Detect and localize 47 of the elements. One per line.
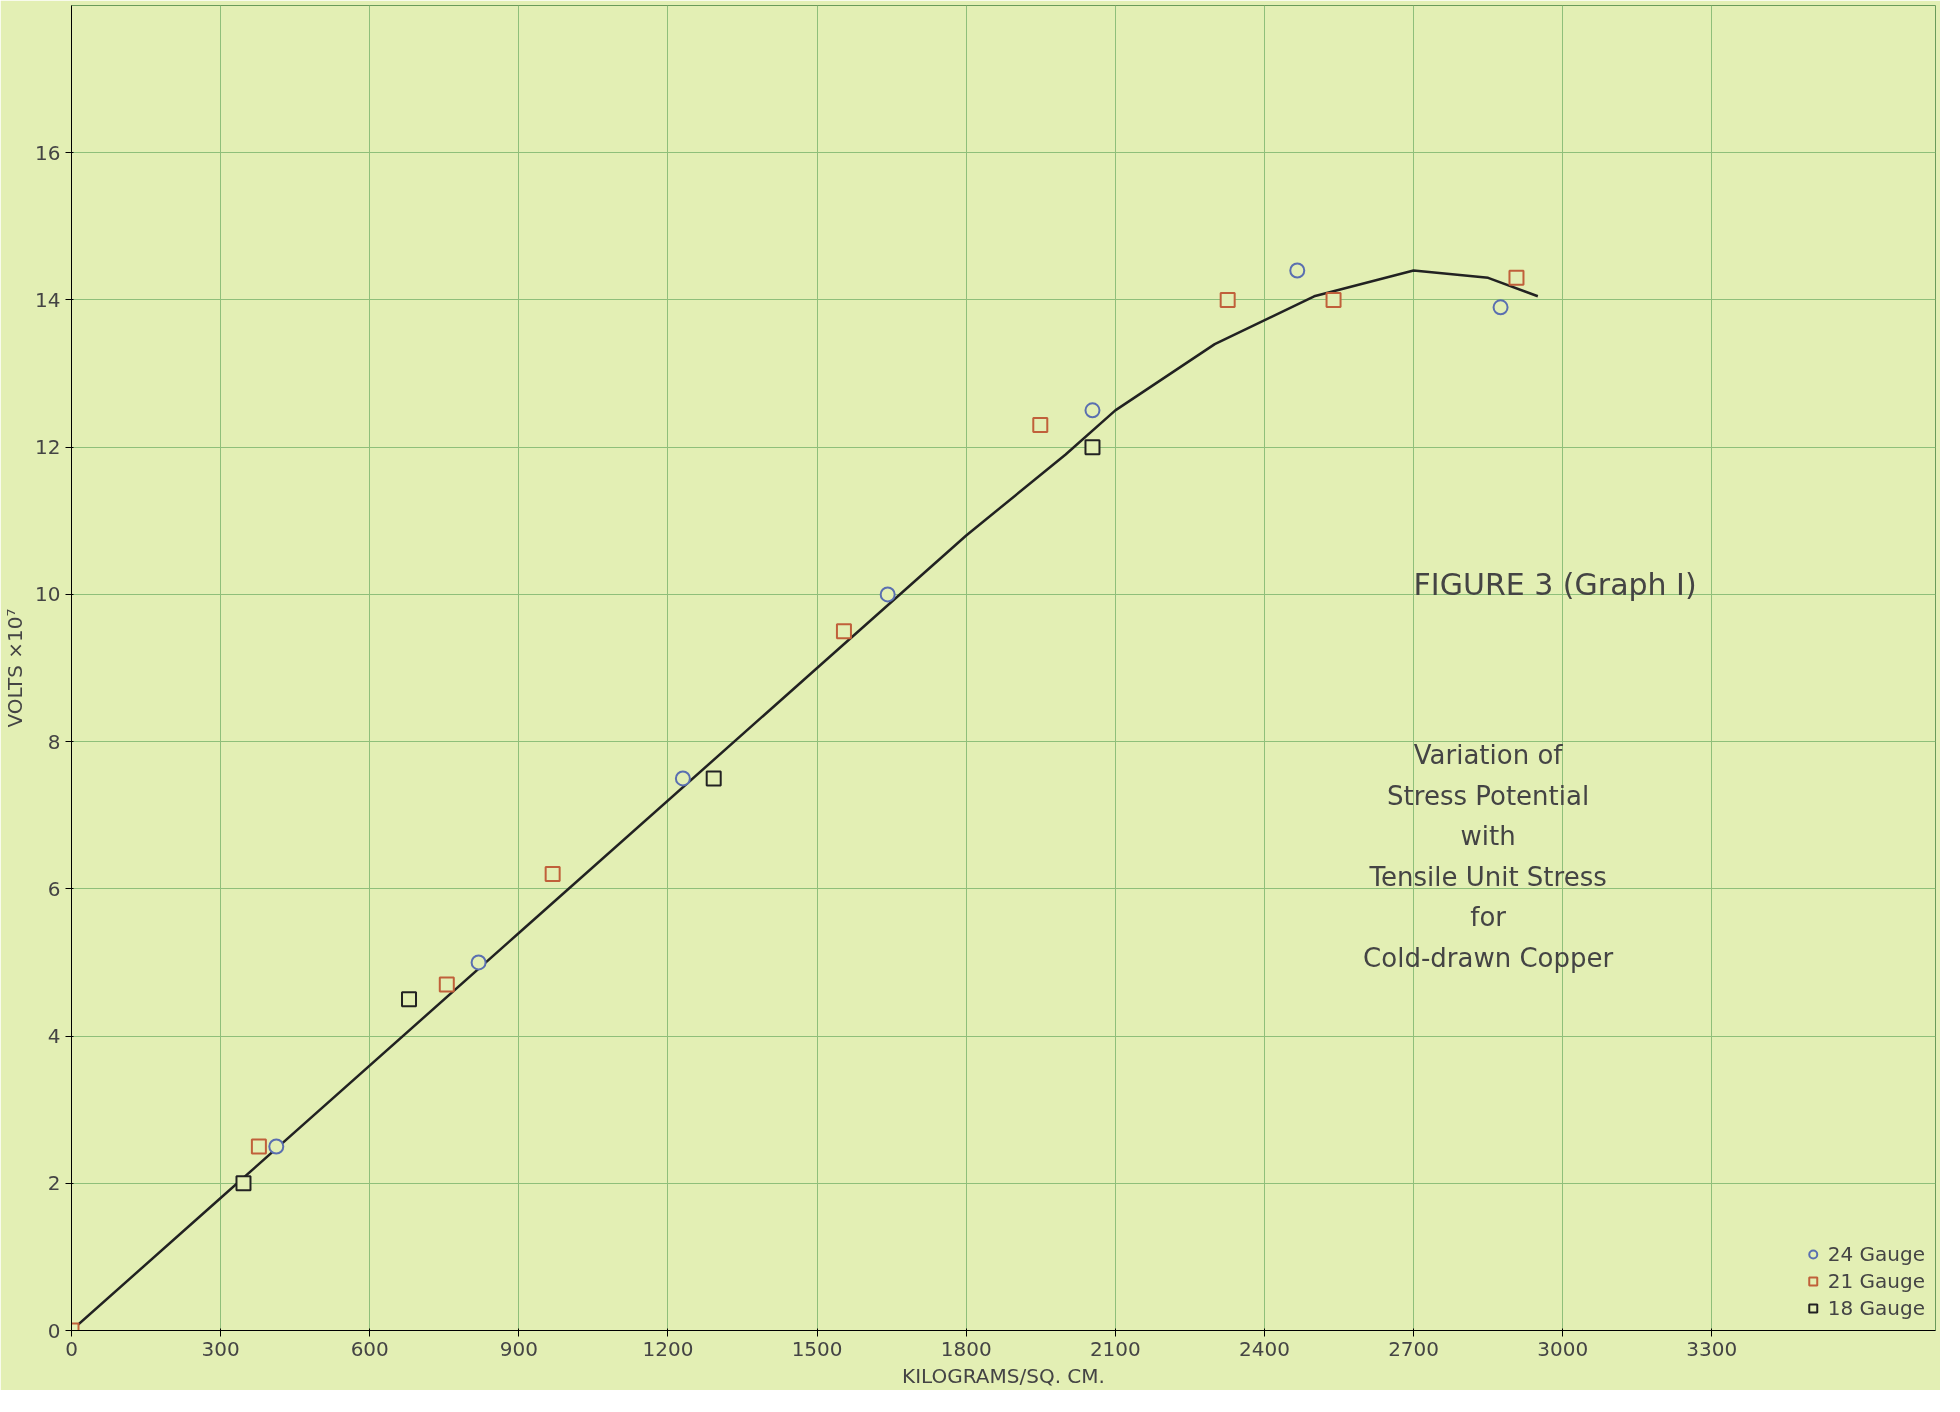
x-tick-label: 3000 <box>1537 1336 1589 1361</box>
legend-label: 24 Gauge <box>1827 1242 1925 1266</box>
x-tick-label: 1500 <box>791 1336 843 1361</box>
point <box>470 954 487 971</box>
y-tick-label: 6 <box>47 876 61 901</box>
point <box>401 991 418 1008</box>
x-tick-label: 1200 <box>642 1336 694 1361</box>
text: Variation of Stress Potential with Tensile Unit Stress for Cold-drawn Copper <box>1363 740 1614 973</box>
point <box>674 770 691 787</box>
point <box>1032 417 1049 434</box>
point <box>1492 299 1509 316</box>
point <box>705 770 722 787</box>
text: FIGURE 3 (Graph I) <box>1413 566 1697 602</box>
y-tick-label: 14 <box>35 287 61 312</box>
y-tick-label: 4 <box>47 1024 61 1049</box>
point <box>1508 269 1525 286</box>
x-tick-label: 900 <box>499 1336 538 1361</box>
point <box>1289 262 1306 279</box>
y-tick-label: 8 <box>47 729 61 754</box>
point <box>1084 439 1101 456</box>
x-tick-label: 300 <box>201 1336 240 1361</box>
x-tick-label: 2700 <box>1388 1336 1440 1361</box>
point <box>268 1138 285 1155</box>
x-tick-label: 1800 <box>940 1336 992 1361</box>
point <box>1219 291 1236 308</box>
point <box>879 586 896 603</box>
point <box>250 1138 267 1155</box>
y-axis-title: VOLTS ×10⁷ <box>3 608 28 728</box>
y-tick-label: 10 <box>35 582 61 607</box>
y-tick-label: 0 <box>47 1318 61 1343</box>
x-tick-label: 2100 <box>1089 1336 1141 1361</box>
point <box>544 866 561 883</box>
x-tick-label: 600 <box>350 1336 389 1361</box>
point <box>835 623 852 640</box>
point <box>1084 402 1101 419</box>
x-axis-title: KILOGRAMS/SQ. CM. <box>902 1363 1105 1388</box>
legend-label: 21 Gauge <box>1827 1269 1925 1293</box>
y-tick-label: 16 <box>35 140 61 165</box>
point <box>438 976 455 993</box>
point <box>235 1175 252 1192</box>
y-tick-label: 12 <box>35 435 61 460</box>
x-tick-label: 0 <box>65 1336 78 1361</box>
x-tick-label: 3300 <box>1686 1336 1738 1361</box>
y-tick-label: 2 <box>47 1171 61 1196</box>
point <box>1325 291 1342 308</box>
x-tick-label: 2400 <box>1239 1336 1290 1361</box>
legend-label: 18 Gauge <box>1827 1296 1925 1320</box>
